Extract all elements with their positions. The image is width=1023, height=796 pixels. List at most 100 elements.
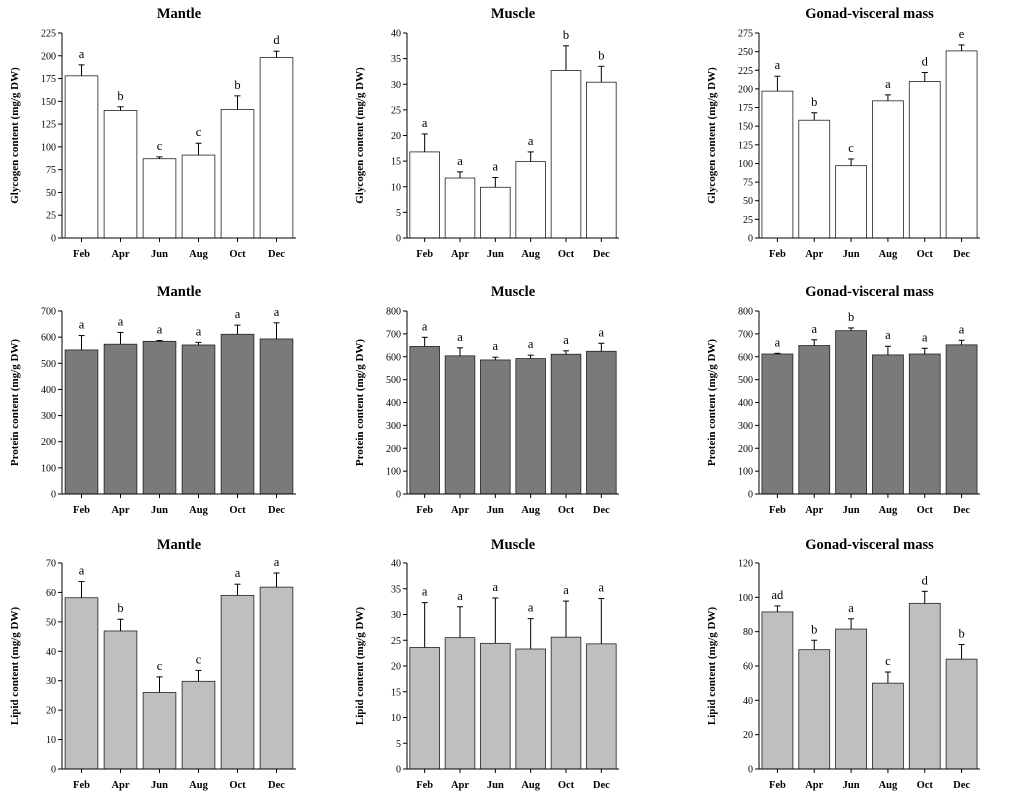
significance-letter: c — [157, 659, 163, 673]
bar-dec — [586, 643, 617, 770]
bar-oct — [220, 333, 255, 495]
error-bar — [156, 156, 163, 159]
y-tick-label: 600 — [386, 352, 401, 363]
y-tick-label: 20 — [391, 131, 401, 142]
x-tick-label: Feb — [73, 505, 90, 516]
y-tick-label: 60 — [743, 662, 753, 673]
y-tick-label: 100 — [738, 159, 753, 170]
bar-oct — [550, 70, 582, 239]
x-tick-label: Dec — [593, 249, 610, 260]
y-tick-label: 0 — [748, 234, 753, 245]
y-tick-label: 120 — [738, 559, 753, 570]
y-tick-label: 0 — [748, 490, 753, 501]
x-tick-label: Jun — [151, 780, 168, 791]
significance-letter: d — [273, 33, 280, 47]
x-tick-label: Apr — [111, 505, 129, 516]
bar-oct — [908, 602, 941, 770]
significance-letter: c — [196, 125, 202, 139]
error-bar — [884, 94, 891, 101]
x-tick-label: Apr — [451, 249, 469, 260]
significance-letter: a — [235, 566, 241, 580]
significance-letter: b — [117, 89, 123, 103]
bar-jun — [480, 359, 511, 495]
bar-apr — [798, 649, 831, 770]
error-bar — [273, 50, 280, 58]
bar-feb — [409, 346, 440, 495]
x-tick-label: Apr — [111, 249, 129, 260]
y-tick-label: 30 — [391, 610, 401, 621]
y-tick-label: 300 — [386, 421, 401, 432]
error-bar — [774, 605, 781, 612]
x-tick-label: Oct — [917, 249, 934, 260]
y-tick-label: 20 — [743, 730, 753, 741]
error-bar — [195, 341, 202, 345]
error-bar — [117, 331, 124, 345]
significance-letter: a — [528, 134, 534, 148]
y-tick-label: 25 — [743, 215, 753, 226]
error-bar — [598, 65, 605, 83]
x-tick-label: Aug — [189, 249, 208, 260]
significance-letter: a — [422, 319, 428, 333]
significance-letter: a — [422, 116, 428, 130]
y-tick-label: 800 — [386, 307, 401, 318]
panel-1-1: Mantle Glycogen content (mg/g DW) a Feb b Apr… — [9, 6, 296, 260]
x-tick-label: Oct — [917, 780, 934, 791]
significance-letter: a — [457, 154, 463, 168]
x-tick-label: Oct — [558, 505, 575, 516]
y-tick-label: 225 — [738, 66, 753, 77]
y-tick-label: 50 — [46, 617, 56, 628]
panel-3-1: Mantle Lipid content (mg/g DW) a Feb b Apr c Ju… — [9, 537, 296, 791]
y-tick-label: 20 — [391, 662, 401, 673]
significance-letter: a — [599, 581, 605, 595]
bar-jun — [835, 330, 867, 495]
error-bar — [421, 336, 428, 347]
chart-title: Gonad-visceral mass — [805, 284, 934, 300]
y-axis-label: Lipid content (mg/g DW) — [9, 607, 21, 726]
chart-title: Mantle — [157, 6, 202, 22]
y-tick-label: 15 — [391, 157, 401, 168]
x-tick-label: Feb — [769, 505, 786, 516]
error-bar — [921, 72, 928, 82]
x-tick-label: Feb — [416, 249, 433, 260]
bar-apr — [103, 630, 138, 770]
chart-title: Gonad-visceral mass — [805, 537, 934, 553]
y-tick-label: 125 — [41, 120, 56, 131]
y-tick-label: 200 — [41, 51, 56, 62]
chart-title: Muscle — [491, 284, 536, 300]
significance-letter: a — [79, 318, 85, 332]
significance-letter: a — [274, 305, 280, 319]
error-bar — [78, 64, 85, 76]
x-tick-label: Dec — [593, 505, 610, 516]
y-tick-label: 100 — [41, 463, 56, 474]
y-axis-label: Protein content (mg/g DW) — [9, 339, 21, 467]
error-bar — [958, 44, 965, 51]
error-bar — [921, 347, 928, 355]
y-tick-label: 5 — [396, 739, 401, 750]
bar-feb — [761, 353, 794, 495]
error-bar — [492, 356, 499, 360]
bar-dec — [259, 338, 294, 495]
significance-letter: b — [811, 95, 817, 109]
bar-feb — [761, 90, 794, 239]
error-bar — [848, 158, 855, 166]
bar-aug — [181, 680, 216, 770]
y-tick-label: 150 — [738, 122, 753, 133]
significance-letter: a — [79, 47, 85, 61]
x-tick-label: Aug — [879, 505, 898, 516]
y-tick-label: 50 — [46, 188, 56, 199]
bar-dec — [945, 658, 978, 770]
error-bar — [273, 322, 280, 339]
error-bar — [563, 350, 569, 355]
error-bar — [421, 133, 428, 152]
x-tick-label: Dec — [953, 249, 970, 260]
error-bar — [884, 671, 891, 684]
significance-letter: a — [493, 160, 499, 174]
y-tick-label: 0 — [396, 234, 401, 245]
x-tick-label: Jun — [843, 780, 860, 791]
error-bar — [195, 669, 202, 682]
error-bar — [958, 644, 965, 660]
significance-letter: a — [457, 330, 463, 344]
error-bar — [492, 597, 499, 644]
y-tick-label: 75 — [743, 178, 753, 189]
bar-apr — [798, 345, 831, 495]
